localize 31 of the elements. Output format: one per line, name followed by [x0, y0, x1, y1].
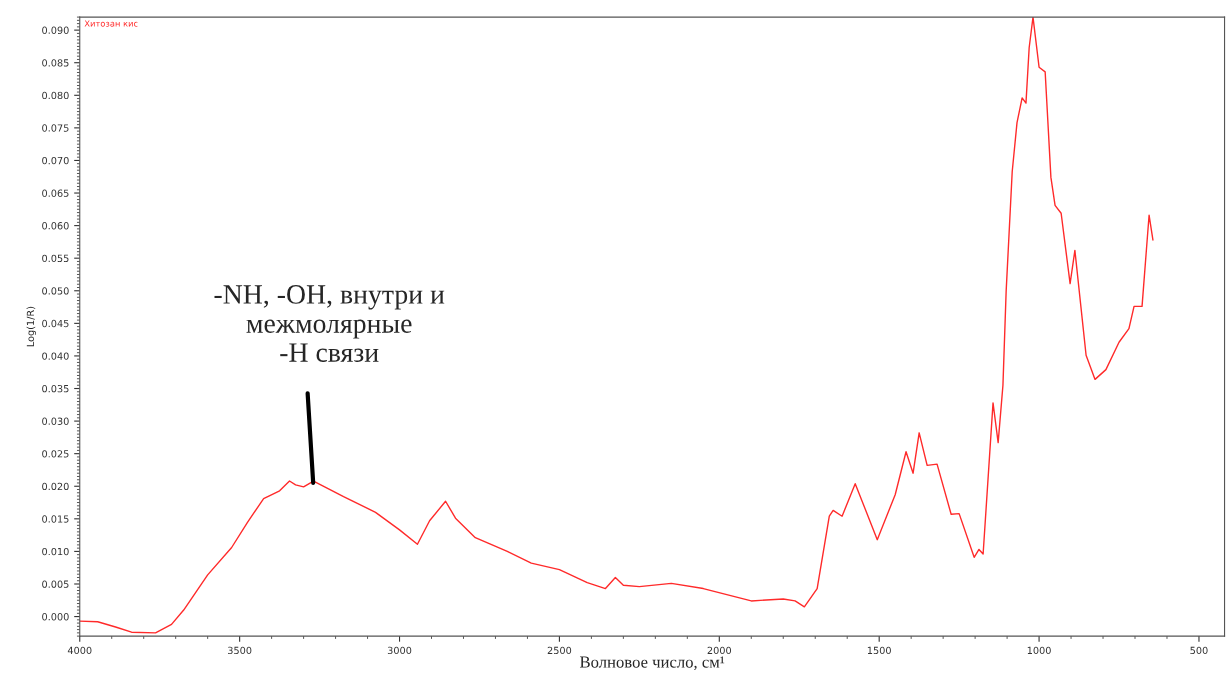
- y-tick-label: 0.005: [42, 580, 69, 588]
- y-tick-label: 0.025: [42, 450, 69, 458]
- y-tick-label: 0.040: [42, 352, 69, 360]
- x-tick-label: 1500: [867, 646, 891, 655]
- y-tick-label: 0.070: [42, 156, 69, 165]
- x-tick-label: 4000: [67, 646, 92, 655]
- y-tick-label: 0.045: [42, 319, 69, 328]
- x-tick-label: 1000: [1027, 646, 1051, 655]
- y-tick-label: 0.015: [42, 515, 69, 523]
- y-tick-label: 0.035: [42, 384, 69, 393]
- y-tick-label: 0.060: [42, 222, 69, 230]
- x-tick-label: 3500: [228, 646, 252, 655]
- y-tick-label: 0.050: [42, 287, 69, 295]
- y-tick-label: 0.030: [42, 417, 69, 425]
- x-tick-label: 3000: [387, 646, 412, 655]
- x-tick-label: 2500: [547, 646, 572, 655]
- y-tick-label: 0.000: [42, 613, 69, 621]
- y-tick-label: 0.080: [42, 91, 69, 100]
- y-axis-title: Log(1/R): [26, 306, 36, 347]
- y-tick-label: 0.020: [42, 482, 69, 491]
- y-tick-label: 0.055: [42, 254, 69, 263]
- x-tick-label: 2000: [707, 646, 732, 655]
- x-axis-title: Волновое число, см¹: [579, 656, 725, 671]
- y-tick-label: 0.065: [42, 189, 69, 197]
- y-tick-label: 0.075: [42, 124, 69, 132]
- y-tick-label: 0.010: [42, 547, 69, 556]
- annotation: -NH, -OH, внутри и межмолярные -H связи: [214, 285, 445, 362]
- y-tick-label: 0.085: [42, 59, 69, 67]
- x-tick-label: 500: [1190, 646, 1208, 655]
- y-tick-label: 0.090: [42, 26, 69, 34]
- text: Хитозан кис: [84, 20, 138, 27]
